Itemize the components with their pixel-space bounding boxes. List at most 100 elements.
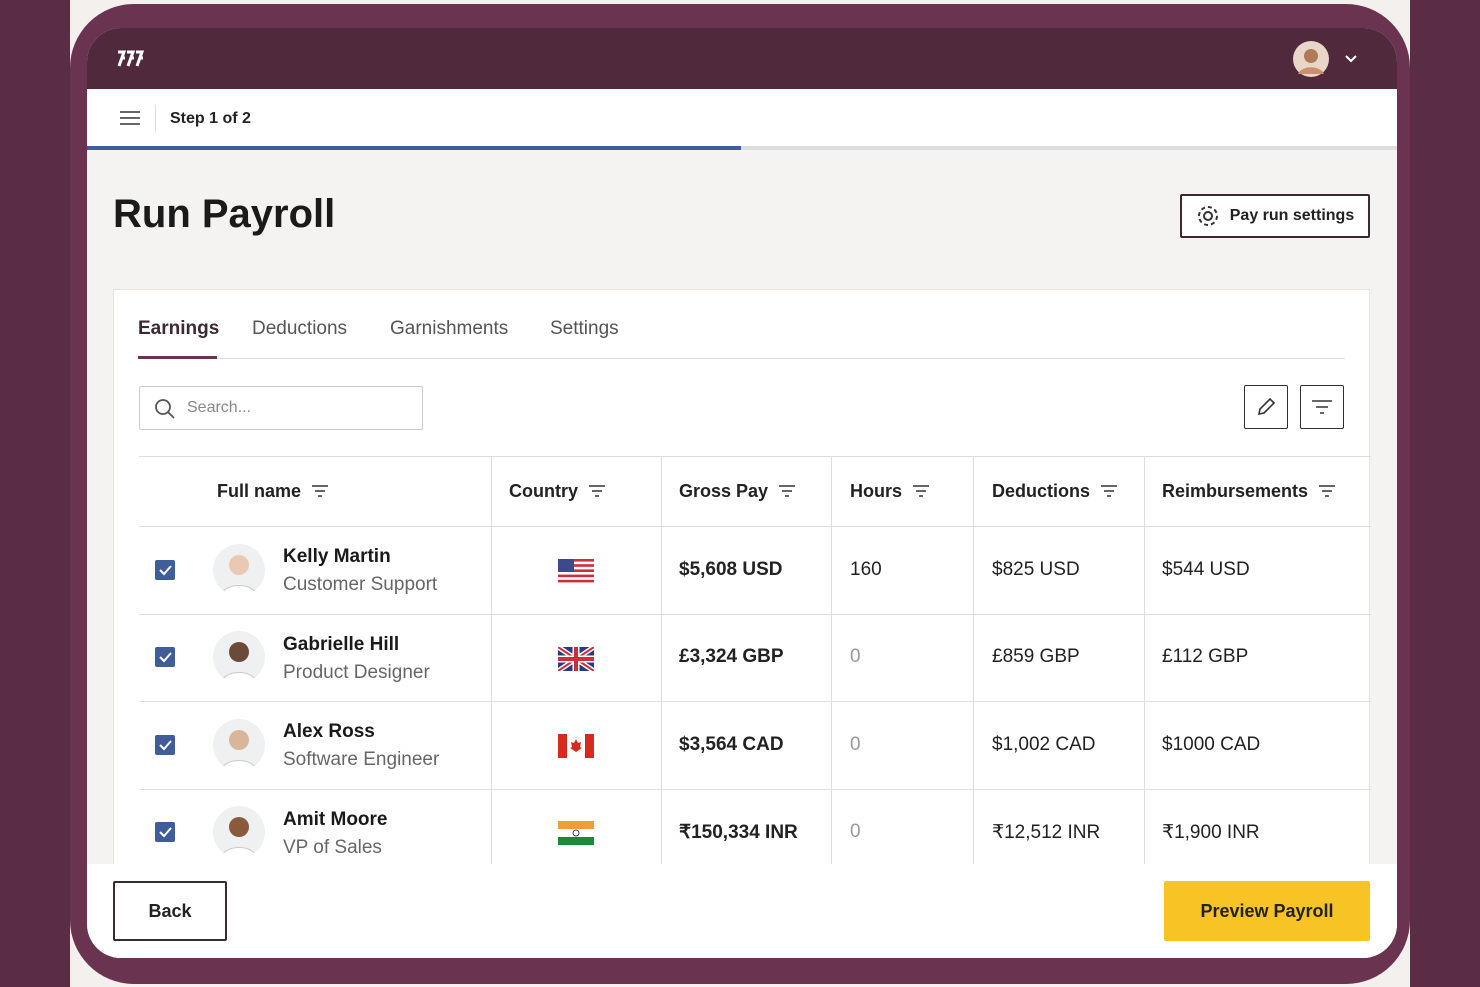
employee-name: Gabrielle Hill [283, 633, 400, 655]
preview-button[interactable]: Preview Payroll [1164, 881, 1370, 941]
pencil-icon [1257, 397, 1276, 416]
row-checkbox[interactable] [155, 734, 175, 755]
search-icon [155, 399, 175, 419]
column-label: Hours [850, 480, 903, 501]
table-cell: £859 GBP [992, 646, 1080, 668]
sort-icon[interactable] [1100, 485, 1118, 497]
column-header[interactable]: Full name [217, 456, 329, 526]
edit-button[interactable] [1244, 385, 1288, 429]
earnings-card: Earnings Deductions Garnishments Settings S… [113, 289, 1371, 958]
column-header[interactable]: Hours [850, 456, 930, 526]
settings-button[interactable]: Pay run settings [1180, 194, 1370, 238]
avatar-figure [220, 729, 258, 771]
row-divider [139, 526, 1371, 527]
menu-icon[interactable] [119, 110, 141, 126]
tab[interactable]: Earnings [138, 318, 220, 339]
table-cell: $825 USD [992, 558, 1080, 580]
back-button[interactable]: Back [113, 881, 227, 941]
row-divider [139, 701, 1371, 702]
column-divider [973, 456, 974, 958]
avatar-figure [220, 817, 258, 859]
progress-fill [87, 146, 741, 150]
column-divider [661, 456, 662, 958]
tab[interactable]: Garnishments [390, 318, 509, 339]
check-mark [159, 740, 172, 751]
screen: Step 1 of 2 Run Payroll Pay run settings… [87, 28, 1397, 958]
tab-underline [138, 356, 217, 359]
check-mark [159, 565, 172, 576]
step-label: Step 1 of 2 [170, 110, 251, 127]
sort-icon[interactable] [1318, 485, 1336, 497]
table-cell: 0 [850, 646, 861, 668]
employee-name: Alex Ross [283, 721, 375, 742]
gear-icon [1197, 206, 1218, 226]
table-cell: 160 [850, 558, 882, 580]
table-cell: ₹12,512 INR [992, 821, 1101, 843]
flag-us [558, 559, 594, 583]
tab[interactable]: Settings [550, 318, 619, 339]
sort-icon[interactable] [311, 485, 329, 497]
avatar [213, 718, 265, 771]
table-cell: 0 [850, 733, 861, 755]
column-divider [1144, 456, 1145, 958]
logo[interactable] [115, 48, 147, 70]
row-checkbox[interactable] [155, 647, 175, 668]
settings-label: Pay run settings [1229, 207, 1355, 224]
table-cell: $3,564 CAD [679, 733, 784, 755]
column-label: Gross Pay [679, 480, 769, 501]
employee-name: Kelly Martin [283, 546, 391, 567]
divider [155, 105, 156, 133]
table-cell: £112 GBP [1162, 646, 1249, 668]
column-divider [491, 456, 492, 958]
profile-menu[interactable] [1292, 40, 1362, 78]
step-bar: Step 1 of 2 [87, 89, 1397, 147]
table-cell: ₹1,900 INR [1162, 821, 1260, 843]
table-top-border [139, 456, 1371, 457]
check-mark [159, 652, 172, 663]
employee-role: VP of Sales [283, 836, 382, 858]
column-header[interactable]: Gross Pay [679, 456, 796, 526]
column-label: Deductions [992, 480, 1091, 501]
column-header[interactable]: Reimbursements [1162, 456, 1336, 526]
table-cell: $1,002 CAD [992, 733, 1096, 755]
employee-name: Amit Moore [283, 808, 388, 830]
payroll-table: Full name Country Gross Pay Hours Deductions… [139, 456, 1371, 958]
sort-icon[interactable] [778, 485, 796, 497]
flag-in [558, 821, 594, 845]
top-bar [87, 28, 1397, 89]
avatar [213, 806, 265, 859]
row-checkbox[interactable] [155, 822, 175, 843]
flag-ca [558, 734, 594, 758]
filter-button[interactable] [1300, 385, 1344, 429]
employee-role: Product Designer [283, 661, 430, 683]
progress-track [87, 146, 1397, 150]
row-divider [139, 788, 1371, 790]
column-label: Country [509, 480, 578, 501]
column-label: Full name [217, 480, 302, 501]
row-divider [139, 613, 1371, 615]
table-cell: $544 USD [1162, 558, 1250, 580]
page-title: Run Payroll [113, 192, 336, 236]
column-header[interactable]: Country [509, 456, 606, 526]
employee-role: Customer Support [283, 574, 438, 595]
table-cell: 0 [850, 821, 861, 843]
column-label: Reimbursements [1162, 480, 1309, 501]
avatar-figure [220, 642, 258, 684]
avatar [213, 631, 265, 684]
row-checkbox[interactable] [155, 559, 175, 580]
filter-icon [1312, 400, 1332, 414]
sort-icon[interactable] [912, 485, 930, 497]
footer: Back Preview Payroll [87, 864, 1397, 958]
search-box[interactable]: Search... [139, 386, 423, 430]
tab-divider [138, 358, 1345, 359]
tab[interactable]: Deductions [252, 318, 348, 339]
table-cell: $5,608 USD [679, 558, 783, 580]
column-header[interactable]: Deductions [992, 456, 1118, 526]
table-cell: ₹150,334 INR [679, 821, 798, 843]
flag-uk [558, 647, 594, 671]
column-divider [831, 456, 832, 958]
avatar-figure [220, 554, 258, 596]
sort-icon[interactable] [588, 485, 606, 497]
search-placeholder: Search... [187, 399, 252, 416]
